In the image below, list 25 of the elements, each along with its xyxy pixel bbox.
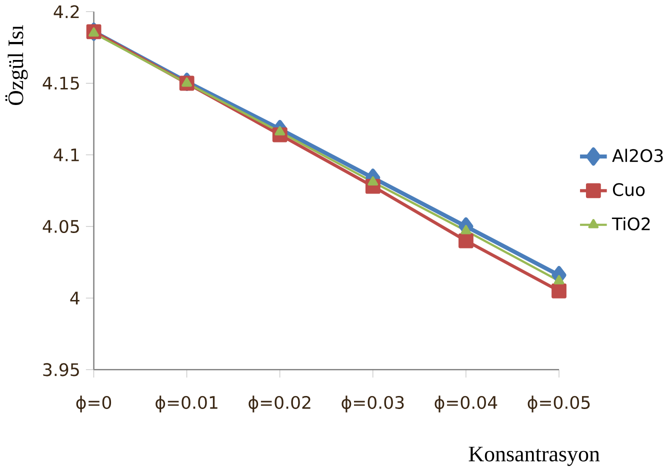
point — [554, 274, 564, 284]
legend-label: Cuo — [612, 182, 645, 196]
point — [460, 224, 472, 234]
legend-label: Al2O3 — [612, 148, 663, 162]
x-tick-label: ϕ=0.03 — [342, 396, 404, 412]
y-axis-title: Özgül Isı — [5, 25, 28, 105]
point — [182, 77, 192, 87]
x-tick-label: ϕ=0.02 — [248, 396, 310, 412]
point — [458, 233, 474, 248]
x-tick-label: ϕ=0.01 — [156, 396, 218, 412]
y-tick-label: 4 — [70, 292, 80, 304]
point — [274, 126, 286, 136]
x-tick-label: ϕ=0.04 — [434, 396, 498, 412]
x-tick-label: ϕ=0.05 — [528, 396, 590, 412]
point — [552, 283, 566, 298]
legend-label: TiO2 — [612, 216, 650, 230]
y-tick-label: 4.2 — [54, 5, 79, 18]
y-tick-label: 4.1 — [54, 148, 79, 162]
x-tick-label: ϕ=0 — [76, 396, 112, 412]
y-tick-label: 4.15 — [42, 76, 79, 90]
point — [88, 27, 99, 36]
y-tick-label: 4.05 — [42, 220, 79, 233]
y-tick-label: 3.95 — [43, 363, 79, 376]
point — [368, 176, 378, 186]
x-axis-title: Konsantrasyon — [468, 446, 600, 466]
